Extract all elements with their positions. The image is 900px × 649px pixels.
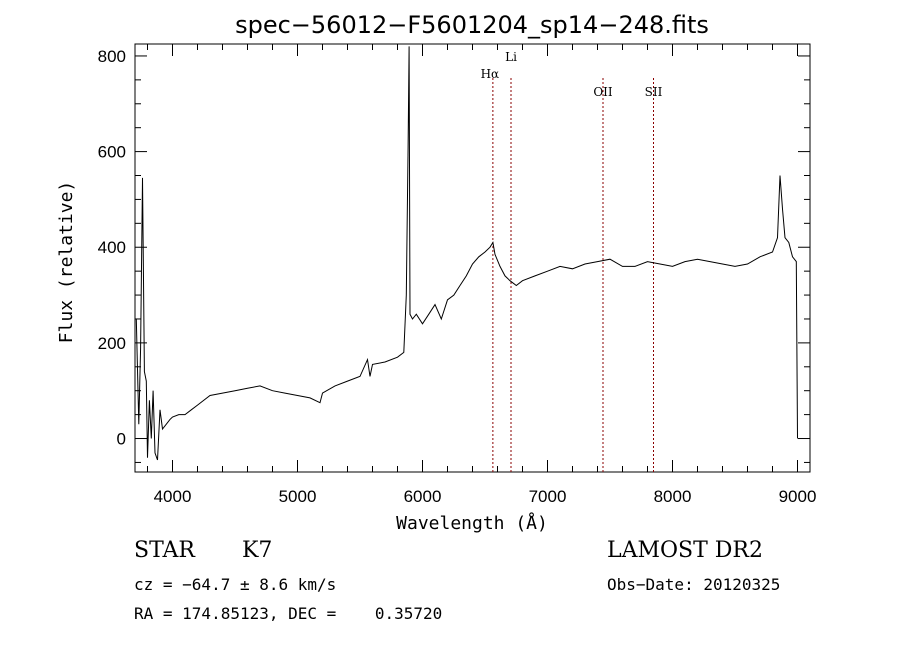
line-markers: Hα Li OII SII [481, 50, 663, 472]
y-tick-label-4: 800 [98, 47, 126, 66]
y-tick-label-0: 0 [117, 430, 126, 449]
y-axis-label: Flux (relative) [56, 181, 77, 344]
object-subclass: K7 [242, 538, 273, 563]
x-tick-label-2: 6000 [404, 487, 442, 506]
x-tick-label-3: 7000 [529, 487, 567, 506]
x-axis-ticks: 4000 5000 6000 7000 8000 9000 [147, 44, 817, 506]
x-tick-label-4: 8000 [654, 487, 692, 506]
marker-label-1: Li [505, 50, 517, 64]
marker-label-3: SII [645, 85, 663, 99]
observation-date: Obs−Date: 20120325 [607, 575, 781, 594]
x-tick-label-5: 9000 [779, 487, 817, 506]
coordinates-text: RA = 174.85123, DEC = 0.35720 [134, 604, 443, 623]
object-class: STAR [134, 538, 195, 563]
marker-label-0: Hα [481, 67, 500, 81]
y-tick-label-3: 600 [98, 143, 126, 162]
spectrum-series-line [135, 46, 798, 461]
chart-title: spec−56012−F5601204_sp14−248.fits [235, 11, 709, 39]
x-tick-label-1: 5000 [279, 487, 317, 506]
y-axis-ticks: 0 200 400 600 800 [98, 47, 810, 463]
plot-frame [134, 43, 811, 473]
marker-label-2: OII [593, 85, 613, 99]
survey-name: LAMOST DR2 [607, 538, 763, 563]
redshift-text: cz = −64.7 ± 8.6 km/s [134, 575, 337, 594]
y-tick-label-1: 200 [98, 334, 126, 353]
y-tick-label-2: 400 [98, 238, 126, 257]
x-tick-label-0: 4000 [154, 487, 192, 506]
x-axis-label: Wavelength (Å) [396, 512, 548, 534]
